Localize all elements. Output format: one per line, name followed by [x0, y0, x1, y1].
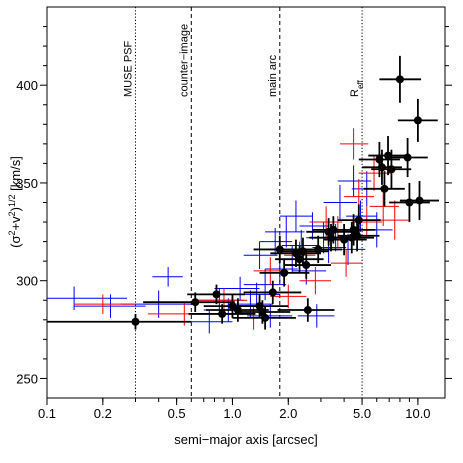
- reference-lines: MUSE PSF counter−image main arc Reff: [122, 7, 365, 398]
- x-tick-label: 0.5: [168, 406, 186, 421]
- y-tick-label: 350: [16, 176, 38, 191]
- x-tick-label: 0.2: [94, 406, 112, 421]
- data-point: [395, 75, 404, 84]
- reference-line-label: MUSE PSF: [122, 40, 134, 97]
- x-axis: 0.1 0.2 0.5 1.0 2.0 5.0 10.0: [38, 398, 431, 421]
- data-point: [261, 313, 270, 322]
- reference-line-label-text: main arc: [267, 54, 279, 97]
- reference-line-label-text: R: [349, 89, 361, 97]
- data-point: [413, 116, 422, 125]
- data-point: [191, 298, 200, 307]
- x-tick-label: 2.0: [279, 406, 297, 421]
- y-title-part: (σ: [8, 235, 23, 247]
- y-title-sup: 2: [7, 230, 17, 235]
- x-tick-label: 0.1: [38, 406, 56, 421]
- data-point: [218, 309, 227, 318]
- reference-line-label: counter−image: [178, 24, 190, 97]
- reference-line-label: main arc: [267, 54, 279, 97]
- x-tick-label: 5.0: [353, 406, 371, 421]
- data-point: [295, 255, 304, 264]
- x-axis-title: semi−major axis [arcsec]: [174, 432, 317, 447]
- y-title-sup: 1/2: [7, 194, 17, 207]
- data-series: [47, 55, 440, 334]
- data-point: [354, 216, 363, 225]
- y-title-part: ): [8, 207, 23, 211]
- data-point: [302, 261, 311, 270]
- y-axis-title: (σ2+v2)1/2 [km/s]: [7, 156, 23, 248]
- data-point: [212, 290, 221, 299]
- x-tick-label: 10.0: [405, 406, 430, 421]
- data-point: [415, 196, 424, 205]
- y-tick-label: 250: [16, 371, 38, 386]
- reference-line-label-subscript: eff: [356, 80, 365, 90]
- data-point: [303, 306, 312, 315]
- y-title-part: +v: [8, 216, 23, 231]
- y-title-part: [km/s]: [8, 156, 23, 194]
- data-point: [349, 225, 358, 234]
- series-group: [47, 55, 440, 330]
- series-group: [74, 128, 411, 330]
- data-point: [280, 268, 289, 277]
- reference-line-label-text: counter−image: [178, 24, 190, 97]
- data-point: [353, 231, 362, 240]
- x-tick-label: 1.0: [223, 406, 241, 421]
- y-tick-label: 400: [16, 78, 38, 93]
- data-point: [314, 245, 323, 254]
- reference-line-label: Reff: [349, 80, 365, 97]
- y-tick-label: 300: [16, 274, 38, 289]
- y-axis: 250 300 350 400: [16, 26, 452, 386]
- data-point: [380, 184, 389, 193]
- data-point: [387, 165, 396, 174]
- data-point: [268, 288, 277, 297]
- data-point: [403, 153, 412, 162]
- y-title-sup: 2: [7, 211, 17, 216]
- reference-line-label-text: MUSE PSF: [122, 40, 134, 97]
- data-point: [131, 317, 140, 326]
